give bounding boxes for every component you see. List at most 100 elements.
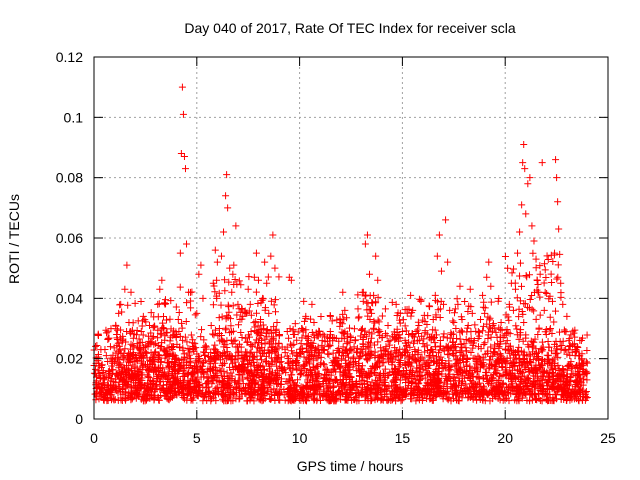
- data-point: [495, 355, 503, 363]
- data-point: [514, 249, 522, 257]
- data-point: [277, 381, 285, 389]
- data-point: [263, 326, 271, 334]
- data-point: [536, 311, 544, 319]
- data-point: [94, 351, 102, 359]
- data-point: [383, 332, 391, 340]
- data-point: [509, 306, 517, 314]
- data-point: [145, 337, 153, 345]
- data-point: [538, 159, 546, 167]
- data-point: [516, 329, 524, 337]
- data-point: [381, 365, 389, 373]
- data-point: [262, 329, 270, 337]
- data-point: [273, 318, 281, 326]
- data-point: [377, 394, 385, 402]
- data-point: [487, 298, 495, 306]
- data-point: [520, 140, 528, 148]
- data-point: [432, 353, 440, 361]
- data-point: [199, 294, 207, 302]
- data-point: [207, 321, 215, 329]
- data-point: [582, 370, 590, 378]
- data-point: [437, 267, 445, 275]
- data-point: [223, 171, 231, 179]
- data-point: [317, 313, 325, 321]
- y-tick-label: 0.06: [56, 230, 83, 246]
- data-point: [479, 291, 487, 299]
- data-point: [392, 397, 400, 405]
- data-point: [351, 394, 359, 402]
- data-point: [187, 304, 195, 312]
- data-point: [526, 174, 534, 182]
- data-point: [99, 368, 107, 376]
- data-point: [374, 338, 382, 346]
- data-point: [215, 325, 223, 332]
- data-point: [541, 260, 549, 268]
- data-point: [263, 279, 271, 287]
- data-point: [504, 345, 512, 353]
- data-point: [190, 346, 198, 354]
- data-point: [489, 375, 497, 383]
- data-point: [440, 330, 448, 338]
- data-point: [485, 258, 493, 266]
- data-point: [503, 357, 511, 365]
- data-point: [308, 300, 316, 308]
- data-point: [141, 394, 149, 402]
- data-point: [536, 397, 544, 405]
- y-tick-label: 0.08: [56, 170, 83, 186]
- data-point: [515, 335, 523, 343]
- data-point: [522, 271, 530, 279]
- data-point: [195, 352, 203, 360]
- data-point: [524, 180, 532, 188]
- y-tick-label: 0: [75, 411, 83, 427]
- data-point: [269, 231, 277, 239]
- data-point: [185, 288, 193, 296]
- data-point: [271, 264, 279, 272]
- data-point: [244, 285, 252, 293]
- data-point: [534, 331, 542, 339]
- data-point: [583, 347, 591, 355]
- data-point: [507, 279, 515, 287]
- data-point: [266, 395, 274, 403]
- data-point: [520, 389, 528, 397]
- data-point: [224, 204, 232, 212]
- data-point: [160, 299, 168, 307]
- x-tick-label: 5: [193, 430, 201, 446]
- data-point: [491, 341, 499, 349]
- data-point: [261, 258, 269, 266]
- data-point: [582, 358, 590, 366]
- data-point: [221, 359, 229, 367]
- data-point: [479, 303, 487, 311]
- data-point: [104, 328, 112, 336]
- data-point: [380, 359, 388, 367]
- data-point: [245, 273, 253, 281]
- data-point: [211, 341, 219, 349]
- data-point: [530, 307, 538, 315]
- data-point: [516, 259, 524, 267]
- data-point: [399, 316, 407, 324]
- data-point: [158, 276, 166, 284]
- data-point: [272, 328, 280, 336]
- data-point: [202, 342, 210, 350]
- data-point: [139, 397, 147, 405]
- data-point: [103, 329, 111, 337]
- data-point: [206, 353, 214, 361]
- data-point: [144, 372, 152, 380]
- data-point: [252, 249, 260, 257]
- data-point: [372, 252, 380, 260]
- data-point: [159, 319, 167, 327]
- data-point: [285, 354, 293, 362]
- data-point: [200, 336, 208, 344]
- data-point: [137, 328, 145, 336]
- data-point: [528, 222, 536, 230]
- data-point: [532, 395, 540, 403]
- data-point: [276, 359, 284, 367]
- data-point: [539, 356, 547, 364]
- data-point: [468, 309, 476, 317]
- data-point: [246, 349, 254, 357]
- data-point: [358, 327, 366, 335]
- data-point: [354, 314, 362, 322]
- data-points: [90, 83, 591, 405]
- data-point: [496, 396, 504, 404]
- data-point: [361, 240, 369, 248]
- data-point: [516, 272, 524, 280]
- data-point: [518, 201, 526, 209]
